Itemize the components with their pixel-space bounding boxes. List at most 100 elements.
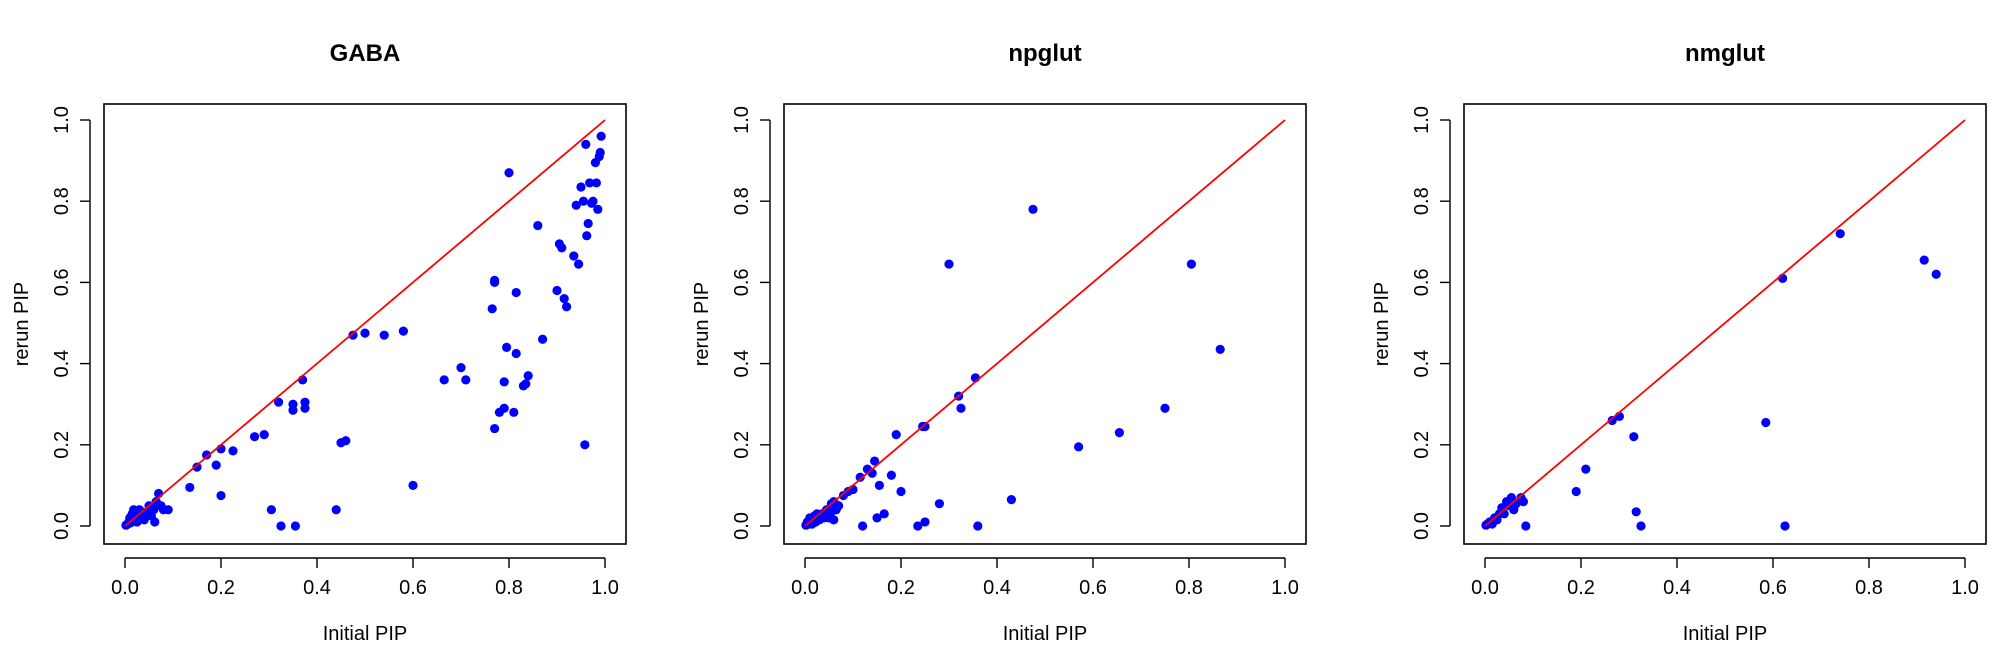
data-point xyxy=(439,375,449,385)
data-point xyxy=(944,259,954,269)
x-tick-label: 0.4 xyxy=(983,577,1011,599)
data-point xyxy=(583,218,593,229)
y-tick-label: 0.0 xyxy=(1411,512,1433,540)
data-point xyxy=(896,486,906,497)
data-point xyxy=(341,436,351,446)
data-point xyxy=(348,330,358,340)
data-point xyxy=(185,482,195,493)
y-tick-label: 0.0 xyxy=(731,512,753,540)
data-point xyxy=(920,421,930,432)
reference-line xyxy=(804,119,1286,527)
data-point xyxy=(872,513,882,523)
data-point xyxy=(1160,403,1170,413)
data-point xyxy=(521,379,531,389)
data-point xyxy=(538,334,548,344)
data-point xyxy=(379,330,389,340)
x-tick-label: 0.8 xyxy=(1175,577,1203,599)
data-point xyxy=(1518,497,1528,507)
data-point xyxy=(562,302,572,312)
data-point xyxy=(288,405,298,415)
plot-frame xyxy=(1463,103,1987,545)
data-point xyxy=(855,472,865,482)
x-axis-label: Initial PIP xyxy=(323,623,407,645)
data-point xyxy=(576,182,586,192)
data-point xyxy=(461,375,471,385)
data-point xyxy=(150,517,160,527)
data-point xyxy=(1780,521,1790,531)
data-point xyxy=(1074,442,1084,452)
data-point xyxy=(274,397,284,407)
data-point xyxy=(1215,344,1225,354)
x-tick-label: 0.8 xyxy=(1855,577,1883,599)
data-point xyxy=(591,178,601,188)
chart-title: npglut xyxy=(1008,40,1081,67)
data-point xyxy=(1629,432,1639,442)
x-tick-label: 0.0 xyxy=(791,577,819,599)
data-point xyxy=(1835,229,1845,239)
panel-nmglut: nmglut Initial PIP rerun PIP 0.0 0.2 0.4 0.6 0.… xyxy=(1371,40,1987,645)
data-point xyxy=(266,505,276,515)
data-point xyxy=(870,456,880,466)
y-axis-label: rerun PIP xyxy=(11,282,33,366)
x-tick-label: 0.0 xyxy=(1471,577,1499,599)
data-points xyxy=(801,204,1225,531)
data-point xyxy=(1581,464,1591,474)
data-point xyxy=(398,326,408,336)
y-tick-label: 0.4 xyxy=(731,350,753,378)
data-point xyxy=(1114,428,1124,438)
data-point xyxy=(523,371,533,381)
data-point xyxy=(913,521,923,531)
data-points xyxy=(121,131,606,531)
x-tick-label: 1.0 xyxy=(1951,577,1979,599)
data-point xyxy=(557,243,567,253)
data-point xyxy=(202,450,212,460)
data-point xyxy=(259,430,269,440)
data-points xyxy=(1481,229,1941,531)
y-tick-label: 0.6 xyxy=(51,268,73,296)
y-tick-label: 0.2 xyxy=(51,431,73,459)
data-point xyxy=(956,403,966,413)
data-point xyxy=(533,220,543,231)
data-point xyxy=(216,490,226,501)
data-point xyxy=(192,462,202,472)
data-point xyxy=(596,131,606,141)
data-point xyxy=(559,294,569,304)
data-point xyxy=(593,204,603,214)
data-point xyxy=(973,521,983,531)
x-tick-label: 0.2 xyxy=(207,577,235,599)
y-tick-label: 0.2 xyxy=(731,431,753,459)
data-point xyxy=(487,304,497,314)
data-point xyxy=(891,430,901,440)
data-point xyxy=(490,423,500,434)
y-axis-label: rerun PIP xyxy=(691,282,713,366)
x-tick-label: 1.0 xyxy=(1271,577,1299,599)
x-tick-label: 0.4 xyxy=(1663,577,1691,599)
data-point xyxy=(1631,507,1641,517)
data-point xyxy=(509,407,519,417)
y-tick-label: 0.6 xyxy=(731,268,753,296)
x-axis-label: Initial PIP xyxy=(1683,623,1767,645)
y-tick-label: 0.8 xyxy=(1411,187,1433,215)
data-point xyxy=(571,200,581,210)
data-point xyxy=(595,147,605,158)
y-axis-label: rerun PIP xyxy=(1371,282,1393,366)
x-tick-label: 0.2 xyxy=(887,577,915,599)
data-point xyxy=(569,251,579,261)
panel-gaba: GABA Initial PIP rerun PIP 0.0 0.2 0.4 0.6 0.8 1… xyxy=(11,40,627,645)
x-tick-label: 0.4 xyxy=(303,577,331,599)
y-tick-label: 1.0 xyxy=(51,106,73,134)
x-tick-label: 0.6 xyxy=(1759,577,1787,599)
data-point xyxy=(228,446,238,456)
y-tick-label: 0.8 xyxy=(51,187,73,215)
data-point xyxy=(829,515,839,525)
data-point xyxy=(578,196,589,206)
data-point xyxy=(1919,255,1929,265)
data-point xyxy=(1571,486,1581,497)
plot-frame xyxy=(783,103,1307,545)
data-point xyxy=(934,499,945,509)
data-point xyxy=(149,505,159,515)
panel-npglut: npglut Initial PIP rerun PIP 0.0 0.2 0.4 0.6 0.… xyxy=(691,40,1307,645)
reference-line xyxy=(124,119,606,527)
data-point xyxy=(858,521,868,531)
